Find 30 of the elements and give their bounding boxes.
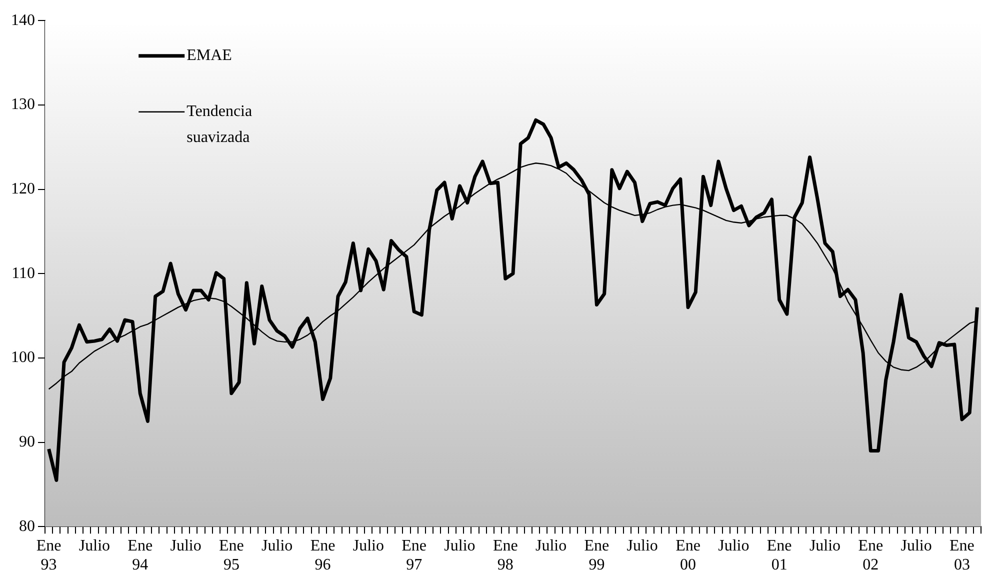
x-tick-label: Julio bbox=[352, 537, 384, 554]
x-tick-label: Ene 00 bbox=[676, 537, 700, 574]
x-tick-label: Julio bbox=[626, 537, 658, 554]
x-tick-label: Ene 94 bbox=[128, 537, 153, 574]
x-tick-label: Ene 95 bbox=[219, 537, 244, 574]
y-tick-label: 140 bbox=[11, 12, 35, 29]
x-tick-label: Julio bbox=[262, 537, 293, 554]
legend-label: EMAE bbox=[186, 47, 232, 64]
x-tick-label: Julio bbox=[78, 537, 110, 554]
x-tick-label: Julio bbox=[809, 537, 841, 554]
legend-label: Tendencia suavizada bbox=[186, 103, 252, 146]
x-tick-label: Julio bbox=[900, 537, 932, 554]
x-tick-label: Ene 97 bbox=[402, 537, 427, 574]
x-tick-label: Ene 02 bbox=[858, 537, 884, 574]
x-tick-label: Ene 01 bbox=[766, 537, 792, 574]
x-tick-label: Julio bbox=[444, 537, 476, 554]
x-tick-label: Ene 93 bbox=[36, 537, 62, 574]
x-tick-label: Julio bbox=[535, 537, 567, 554]
y-tick-label: 120 bbox=[11, 180, 35, 198]
x-tick-label: Ene 98 bbox=[492, 537, 518, 574]
y-tick-label: 80 bbox=[19, 518, 35, 535]
y-tick-label: 130 bbox=[11, 96, 35, 114]
y-tick-label: 100 bbox=[11, 349, 35, 366]
x-tick-label: Julio bbox=[170, 537, 202, 554]
y-tick-label: 110 bbox=[12, 264, 35, 282]
x-tick-label: Ene 99 bbox=[584, 537, 610, 574]
x-tick-label: Ene 96 bbox=[310, 537, 336, 574]
x-tick-label: Ene 03 bbox=[950, 537, 974, 574]
x-tick-label: Julio bbox=[718, 537, 750, 554]
y-tick-label: 90 bbox=[19, 433, 35, 450]
